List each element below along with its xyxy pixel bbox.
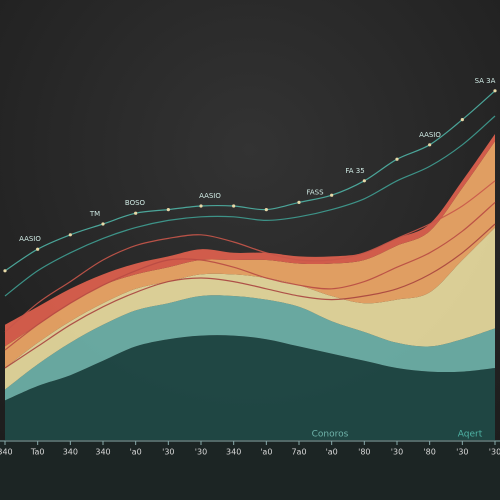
point: [460, 118, 464, 122]
line: [4, 201, 496, 351]
point: [68, 233, 72, 237]
x-tick-label: 'a0: [326, 448, 338, 457]
x-tick-label: 'a0: [260, 448, 272, 457]
x-tick-label: 340: [63, 448, 78, 457]
line: [4, 223, 496, 369]
point: [330, 193, 334, 197]
legend-entry: Conoros: [312, 430, 349, 440]
x-tick-label: '30: [391, 448, 403, 457]
area: [5, 141, 495, 368]
area: [5, 227, 495, 390]
point: [232, 204, 236, 208]
line: [4, 115, 496, 297]
point: [362, 179, 366, 183]
x-tick-label: Ta0: [30, 448, 45, 457]
point: [428, 143, 432, 147]
x-tick-label: 340: [226, 448, 241, 457]
point: [3, 269, 7, 273]
x-tick-label: '80: [358, 448, 370, 457]
footer-band: [0, 440, 500, 500]
point: [199, 204, 203, 208]
area: [5, 134, 495, 347]
point: [101, 222, 105, 226]
point: [166, 208, 170, 212]
x-tick-label: '30: [456, 448, 468, 457]
point: [297, 200, 301, 204]
point: [264, 208, 268, 212]
point: [36, 247, 40, 251]
annotation: FASS: [306, 188, 324, 196]
x-tick-label: '30: [162, 448, 174, 457]
annotation: AASIO: [199, 192, 221, 200]
annotation: AASIO: [419, 131, 441, 139]
point: [493, 89, 497, 93]
legend-entry: Aqert: [458, 430, 483, 440]
x-tick-label: 340: [0, 448, 13, 457]
annotation: SA 3A: [475, 77, 496, 85]
x-tick-label: 340: [95, 448, 110, 457]
x-tick-label: '30: [489, 448, 500, 457]
line: [4, 180, 496, 333]
annotation: BOSO: [125, 199, 146, 207]
point: [395, 157, 399, 161]
x-tick-label: '80: [423, 448, 435, 457]
annotation: AASIO: [19, 235, 41, 243]
x-tick-label: 'a0: [130, 448, 142, 457]
area: [5, 335, 495, 440]
line: [4, 90, 496, 272]
annotation: FA 35: [345, 167, 364, 175]
x-tick-label: 7a0: [291, 448, 306, 457]
point: [134, 211, 138, 215]
x-tick-label: '30: [195, 448, 207, 457]
annotation: TM: [89, 210, 100, 218]
area: [5, 295, 495, 401]
